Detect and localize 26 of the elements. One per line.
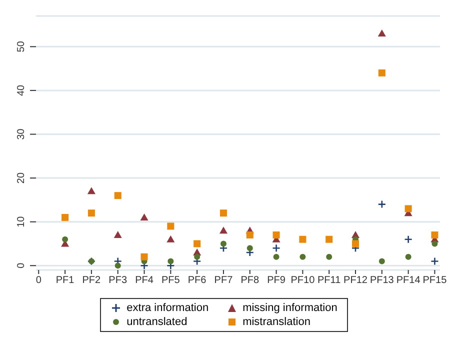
x-tick-label: PF7 — [214, 275, 234, 286]
x-tick-label: PF2 — [82, 275, 102, 286]
legend-label: extra information — [126, 302, 209, 314]
y-tick-label: 20 — [16, 172, 27, 184]
x-tick-label: PF15 — [422, 275, 448, 286]
x-tick-label: PF9 — [267, 275, 286, 286]
x-tick-label: PF13 — [370, 275, 394, 286]
x-tick-label: PF5 — [161, 275, 180, 286]
y-tick-label: 0 — [16, 262, 27, 268]
y-tick-label: 10 — [16, 216, 27, 228]
y-tick-label: 30 — [16, 128, 27, 140]
x-tick-label: PF12 — [344, 275, 368, 286]
x-tick-label: PF10 — [290, 275, 316, 286]
legend-label: untranslated — [126, 316, 188, 328]
x-tick-label: PF6 — [188, 275, 207, 286]
y-tick-label: 40 — [16, 84, 27, 96]
legend-label: mistranslation — [242, 316, 310, 328]
x-tick-label: 0 — [36, 275, 42, 286]
x-tick-label: PF11 — [318, 275, 342, 286]
y-tick-label: 50 — [16, 40, 27, 52]
x-tick-label: PF3 — [108, 275, 128, 286]
legend-label: missing information — [242, 302, 338, 314]
x-tick-label: PF4 — [135, 275, 154, 286]
x-tick-label: PF8 — [240, 275, 260, 286]
x-tick-label: PF1 — [56, 275, 75, 286]
x-tick-label: PF14 — [396, 275, 421, 286]
